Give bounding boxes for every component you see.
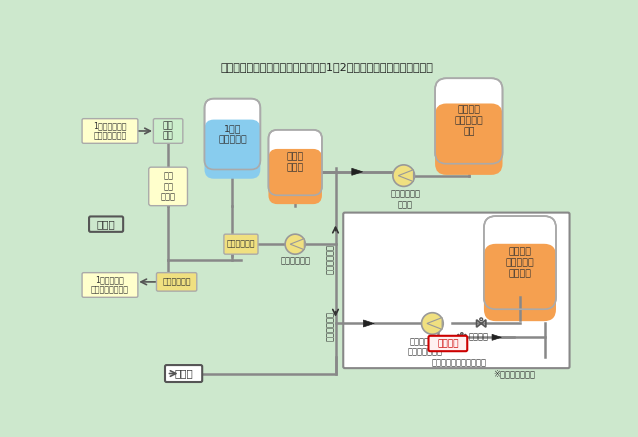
Text: 1次冷却系へ
（充てんライン）: 1次冷却系へ （充てんライン） <box>91 275 129 295</box>
Text: ほう酸
タンク: ほう酸 タンク <box>286 153 304 173</box>
FancyBboxPatch shape <box>484 244 556 321</box>
FancyBboxPatch shape <box>82 273 138 297</box>
Text: ほう酸混合器: ほう酸混合器 <box>226 239 255 249</box>
Polygon shape <box>290 239 304 250</box>
Polygon shape <box>364 320 375 327</box>
Text: 1次系
純水タンク: 1次系 純水タンク <box>218 124 247 144</box>
FancyBboxPatch shape <box>269 149 322 204</box>
Text: ほう酸濃縮液
ポンプ（共用）: ほう酸濃縮液 ポンプ（共用） <box>407 337 442 357</box>
FancyBboxPatch shape <box>484 216 556 309</box>
Polygon shape <box>352 168 362 175</box>
Text: ほう酸濃
縮液タンク
（共用）: ほう酸濃 縮液タンク （共用） <box>505 247 535 278</box>
Text: 充てんポンプ: 充てんポンプ <box>163 277 191 286</box>
Text: ほう酸濃縮液
ポンプ: ほう酸濃縮液 ポンプ <box>390 190 420 209</box>
Text: （１，２号機共用設備）: （１，２号機共用設備） <box>432 358 487 367</box>
FancyBboxPatch shape <box>82 119 138 143</box>
Polygon shape <box>398 170 413 181</box>
Polygon shape <box>492 334 501 340</box>
FancyBboxPatch shape <box>149 167 188 206</box>
Text: 当該箇所: 当該箇所 <box>437 339 459 348</box>
Text: （１号機側）: （１号機側） <box>325 311 334 341</box>
FancyBboxPatch shape <box>435 78 503 164</box>
Text: （２号機側）: （２号機側） <box>325 244 334 274</box>
FancyBboxPatch shape <box>343 212 570 368</box>
Circle shape <box>285 234 305 254</box>
FancyBboxPatch shape <box>269 130 322 195</box>
Circle shape <box>422 313 443 334</box>
Text: ※２号機側に設置: ※２号機側に設置 <box>493 370 535 379</box>
Text: ほう酸ポンプ: ほう酸ポンプ <box>280 257 310 266</box>
Text: 伊方発電所　ほう酸濃縮液ポンプ（1，2号機共用）まわり概略系統図: 伊方発電所 ほう酸濃縮液ポンプ（1，2号機共用）まわり概略系統図 <box>221 62 433 73</box>
Text: 1次冷却系より
（抽出ライン）: 1次冷却系より （抽出ライン） <box>93 121 127 141</box>
Text: 体積
制御
タンク: 体積 制御 タンク <box>161 171 175 201</box>
FancyBboxPatch shape <box>429 336 467 351</box>
FancyBboxPatch shape <box>205 120 260 179</box>
Text: 淨化
装置: 淨化 装置 <box>163 121 174 141</box>
Text: １号機: １号機 <box>174 368 193 378</box>
Circle shape <box>393 165 415 187</box>
FancyBboxPatch shape <box>224 234 258 254</box>
Polygon shape <box>427 318 442 329</box>
FancyBboxPatch shape <box>165 365 202 382</box>
Text: ドレン弁: ドレン弁 <box>469 333 489 342</box>
FancyBboxPatch shape <box>153 119 183 143</box>
Text: ほう酸濃
縮液タンク
２号: ほう酸濃 縮液タンク ２号 <box>454 105 483 137</box>
FancyBboxPatch shape <box>156 273 197 291</box>
Text: ２号機: ２号機 <box>97 219 115 229</box>
FancyBboxPatch shape <box>435 104 503 175</box>
FancyBboxPatch shape <box>205 99 260 170</box>
